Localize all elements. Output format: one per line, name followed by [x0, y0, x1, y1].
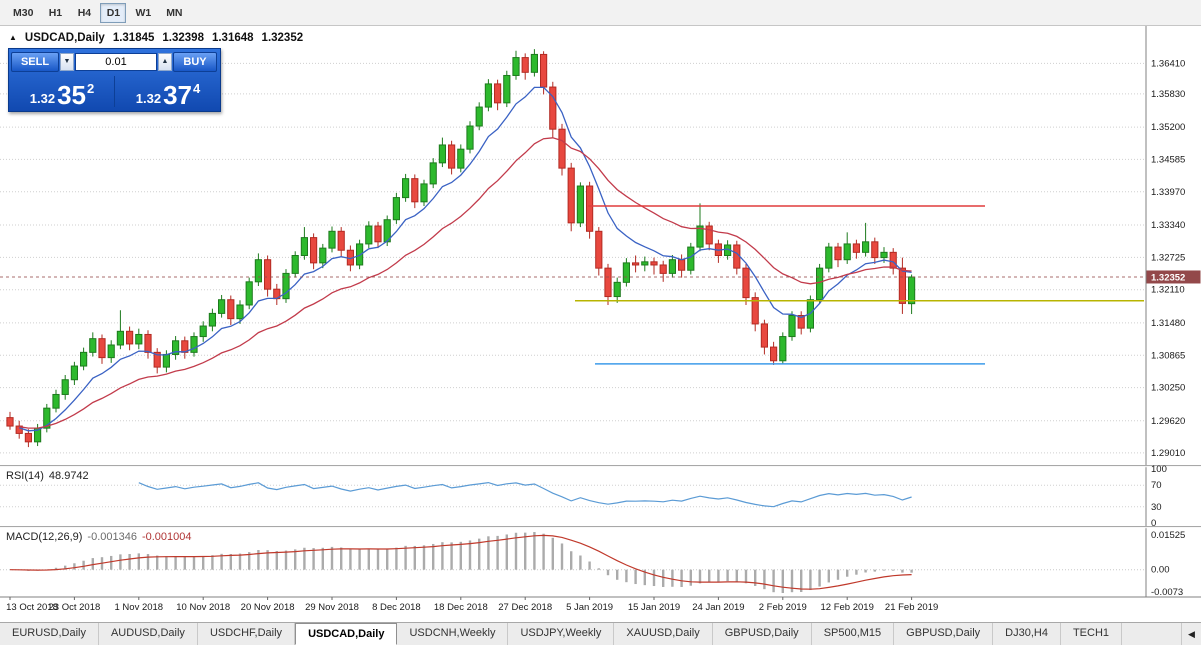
sell-button[interactable]: SELL — [11, 51, 59, 72]
svg-text:-0.0073: -0.0073 — [1151, 587, 1183, 598]
chart-tab-audusd-daily[interactable]: AUDUSD,Daily — [99, 623, 198, 645]
svg-text:1.36410: 1.36410 — [1151, 58, 1185, 69]
svg-text:1.35830: 1.35830 — [1151, 89, 1185, 100]
pane-separator[interactable] — [0, 526, 1201, 529]
chart-tab-gbpusd-daily[interactable]: GBPUSD,Daily — [894, 623, 994, 645]
volume-decrease-button[interactable]: ▼ — [60, 52, 74, 71]
svg-text:70: 70 — [1151, 480, 1162, 491]
rsi-pane: 100 70 30 0 — [0, 464, 1167, 529]
svg-text:8 Dec 2018: 8 Dec 2018 — [372, 602, 421, 613]
chart-tab-sp500-m15[interactable]: SP500,M15 — [812, 623, 895, 645]
chart-tab-usdjpy-weekly[interactable]: USDJPY,Weekly — [508, 623, 615, 645]
svg-text:24 Jan 2019: 24 Jan 2019 — [692, 602, 744, 613]
volume-input[interactable] — [75, 52, 157, 71]
chart-tab-eurusd-daily[interactable]: EURUSD,Daily — [0, 623, 99, 645]
sell-price-prefix: 1.32 — [29, 90, 56, 106]
svg-text:1 Nov 2018: 1 Nov 2018 — [115, 602, 164, 613]
svg-text:1.29010: 1.29010 — [1151, 448, 1185, 459]
svg-text:1.34585: 1.34585 — [1151, 154, 1185, 165]
one-click-trading-panel: SELL ▼ ▲ BUY 1.32 35 2 1.32 37 4 — [8, 48, 221, 112]
svg-text:18 Dec 2018: 18 Dec 2018 — [434, 602, 488, 613]
svg-text:21 Feb 2019: 21 Feb 2019 — [885, 602, 938, 613]
timeframe-toolbar: M30 H1 H4 D1 W1 MN — [0, 0, 1201, 26]
svg-text:10 Nov 2018: 10 Nov 2018 — [176, 602, 230, 613]
buy-button[interactable]: BUY — [173, 51, 217, 72]
timeframe-button-d1[interactable]: D1 — [100, 2, 127, 23]
svg-text:20 Nov 2018: 20 Nov 2018 — [241, 602, 295, 613]
svg-text:1.31480: 1.31480 — [1151, 318, 1185, 329]
ma-fast-line — [18, 86, 912, 432]
svg-text:0.00: 0.00 — [1151, 565, 1170, 576]
pane-separator[interactable] — [0, 465, 1201, 468]
svg-text:1.30250: 1.30250 — [1151, 383, 1185, 394]
svg-text:1.30865: 1.30865 — [1151, 350, 1185, 361]
buy-price-sup: 4 — [193, 81, 201, 96]
svg-text:29 Nov 2018: 29 Nov 2018 — [305, 602, 359, 613]
svg-text:1.35200: 1.35200 — [1151, 122, 1185, 133]
price-axis[interactable]: 1.36410 1.35830 1.35200 1.34585 1.33970 1.333… — [1145, 26, 1201, 597]
chart-tab-usdcnh-weekly[interactable]: USDCNH,Weekly — [397, 623, 509, 645]
buy-price-prefix: 1.32 — [135, 90, 162, 106]
svg-text:1.32352: 1.32352 — [1151, 272, 1185, 283]
chart-tab-dj30-h4[interactable]: DJ30,H4 — [993, 623, 1061, 645]
chart-tabs: EURUSD,Daily AUDUSD,Daily USDCHF,Daily USDC… — [0, 623, 1201, 645]
buy-price-display[interactable]: 1.32 37 4 — [115, 74, 220, 109]
svg-text:13 Oct 2018: 13 Oct 2018 — [6, 602, 58, 613]
svg-text:1.32110: 1.32110 — [1151, 285, 1185, 296]
timeframe-button-w1[interactable]: W1 — [129, 3, 157, 23]
sell-price-sup: 2 — [87, 81, 95, 96]
ma-slow-line — [19, 137, 912, 429]
svg-text:1.33970: 1.33970 — [1151, 187, 1185, 198]
svg-text:15 Jan 2019: 15 Jan 2019 — [628, 602, 680, 613]
svg-text:100: 100 — [1151, 464, 1167, 475]
chart-tab-bar: EURUSD,Daily AUDUSD,Daily USDCHF,Daily USDC… — [0, 622, 1201, 645]
buy-price-big: 37 — [163, 79, 192, 110]
svg-text:12 Feb 2019: 12 Feb 2019 — [821, 602, 874, 613]
rsi-line — [138, 481, 912, 508]
timeframe-button-m30[interactable]: M30 — [7, 3, 39, 23]
svg-text:1.29620: 1.29620 — [1151, 416, 1185, 427]
macd-signal-line — [9, 534, 912, 590]
macd-axis: 0.01525 0.00 -0.0073 — [1151, 530, 1185, 598]
chart-tab-xauusd-daily[interactable]: XAUUSD,Daily — [614, 623, 713, 645]
price-chart[interactable]: 1.36410 1.35830 1.35200 1.34585 1.33970 1.333… — [0, 26, 1201, 622]
svg-text:0: 0 — [1151, 518, 1156, 529]
sell-price-big: 35 — [57, 79, 86, 110]
price-divider — [114, 76, 115, 107]
macd-histogram — [18, 532, 913, 593]
chart-area[interactable]: 1.36410 1.35830 1.35200 1.34585 1.33970 1.333… — [0, 26, 1201, 622]
timeframe-button-mn[interactable]: MN — [160, 3, 188, 23]
chart-tab-usdchf-daily[interactable]: USDCHF,Daily — [198, 623, 296, 645]
sell-price-display[interactable]: 1.32 35 2 — [9, 74, 114, 109]
timeframe-button-h1[interactable]: H1 — [42, 3, 68, 23]
svg-text:5 Jan 2019: 5 Jan 2019 — [566, 602, 613, 613]
current-price-badge: 1.32352 — [1146, 270, 1201, 284]
svg-text:27 Dec 2018: 27 Dec 2018 — [498, 602, 552, 613]
svg-text:23 Oct 2018: 23 Oct 2018 — [49, 602, 101, 613]
tab-scroll-left-button[interactable]: ◀ — [1181, 623, 1201, 645]
chart-tab-usdcad-daily[interactable]: USDCAD,Daily — [295, 623, 398, 645]
chart-tab-tech1[interactable]: TECH1 — [1061, 623, 1122, 645]
svg-text:0.01525: 0.01525 — [1151, 530, 1185, 541]
timeframe-button-h4[interactable]: H4 — [71, 3, 97, 23]
svg-text:2 Feb 2019: 2 Feb 2019 — [759, 602, 807, 613]
svg-text:30: 30 — [1151, 502, 1162, 513]
svg-text:1.33340: 1.33340 — [1151, 220, 1185, 231]
volume-increase-button[interactable]: ▲ — [158, 52, 172, 71]
svg-text:1.32725: 1.32725 — [1151, 252, 1185, 263]
candlesticks — [6, 49, 916, 448]
chart-tab-gbpusd-daily[interactable]: GBPUSD,Daily — [713, 623, 812, 645]
price-gridlines — [0, 62, 1146, 454]
